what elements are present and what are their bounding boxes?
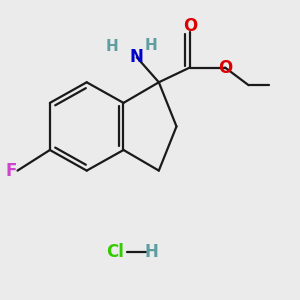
Text: H: H [105, 39, 118, 54]
Text: H: H [145, 38, 158, 53]
Text: Cl: Cl [106, 243, 124, 261]
Text: O: O [218, 58, 233, 76]
Text: H: H [145, 243, 158, 261]
Text: F: F [5, 162, 17, 180]
Text: O: O [183, 17, 197, 35]
Text: N: N [130, 48, 144, 66]
